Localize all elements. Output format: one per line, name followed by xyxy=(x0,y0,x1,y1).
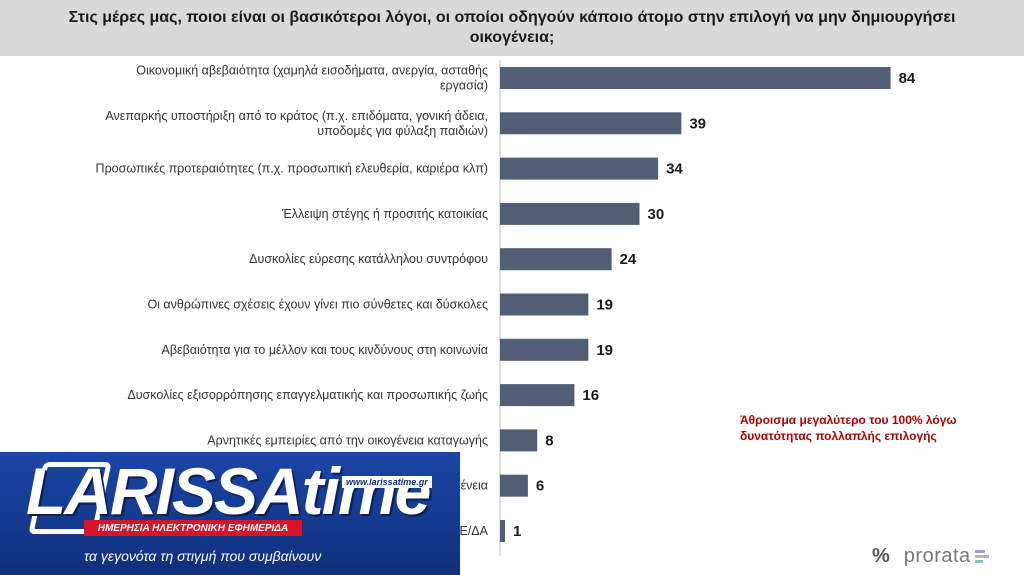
bar xyxy=(500,202,640,225)
bar xyxy=(500,67,891,89)
percent-icon: % xyxy=(872,545,890,567)
bar-chart: 84 Οικονομική αβεβαιότητα (χαμηλά εισοδήμ… xyxy=(96,60,916,556)
data-label: 84 xyxy=(899,70,916,87)
bar xyxy=(500,112,682,135)
bar xyxy=(500,474,528,497)
page-title: Στις μέρες μας, ποιοι είναι οι βασικότερ… xyxy=(68,9,956,46)
category-label: Ε/ΔΑ xyxy=(460,524,489,538)
chart-annotation: Άθροισμα μεγαλύτερο του 100% λόγω δυνατό… xyxy=(740,413,957,443)
bar xyxy=(500,384,575,407)
bar xyxy=(500,338,589,361)
brand-name: prorata xyxy=(903,545,971,567)
data-label: 16 xyxy=(582,387,599,404)
larissatime-logo: LARISSAtime www.larissatime.gr ΗΜΕΡΗΣΙΑ … xyxy=(0,452,460,575)
data-label: 30 xyxy=(648,206,665,223)
data-label: 6 xyxy=(536,478,544,495)
logo-url[interactable]: www.larissatime.gr xyxy=(342,476,432,488)
data-label: 24 xyxy=(620,251,637,268)
category-label: Οι ανθρώπινες σχέσεις έχουν γίνει πιο σύ… xyxy=(147,298,488,312)
brand-mark-icon xyxy=(974,549,989,565)
category-label: Αβεβαιότητα για το μέλλον και τους κινδύ… xyxy=(162,343,488,357)
logo-slogan: τα γεγονότα τη στιγμή που συμβαίνουν xyxy=(84,548,322,564)
data-label: 34 xyxy=(666,161,683,178)
data-label: 19 xyxy=(596,297,613,314)
data-label: 1 xyxy=(513,523,521,540)
bar xyxy=(500,520,505,542)
data-label: 39 xyxy=(689,115,706,132)
bar xyxy=(500,157,659,180)
category-label: Αρνητικές εμπειρίες από την οικογένεια κ… xyxy=(207,433,488,447)
category-label: Έλλειψη στέγης ή προσιτής κατοικίας xyxy=(281,207,488,221)
bar xyxy=(500,248,612,271)
bar xyxy=(500,293,589,316)
bar xyxy=(500,429,538,452)
data-label: 19 xyxy=(596,342,613,359)
category-label: Δυσκολίες εξισορρόπησης επαγγελματικής κ… xyxy=(127,388,488,402)
data-label: 8 xyxy=(545,432,553,449)
category-label: Προσωπικές προτεραιότητες (π.χ. προσωπικ… xyxy=(96,162,488,176)
category-label: ένεια xyxy=(461,479,488,493)
prorata-brand: % prorata xyxy=(872,545,989,568)
category-label: Δυσκολίες εύρεσης κατάλληλου συντρόφου xyxy=(249,252,488,266)
category-label: Οικονομική αβεβαιότητα (χαμηλά εισοδήματ… xyxy=(136,64,488,93)
title-banner: Στις μέρες μας, ποιοι είναι οι βασικότερ… xyxy=(0,0,1024,56)
logo-wordmark: LARISSAtime xyxy=(26,454,431,528)
logo-tagline: ΗΜΕΡΗΣΙΑ ΗΛΕΚΤΡΟΝΙΚΗ ΕΦΗΜΕΡΙΔΑ xyxy=(84,520,302,536)
category-label: Ανεπαρκής υποστήριξη από το κράτος (π.χ.… xyxy=(105,109,488,138)
